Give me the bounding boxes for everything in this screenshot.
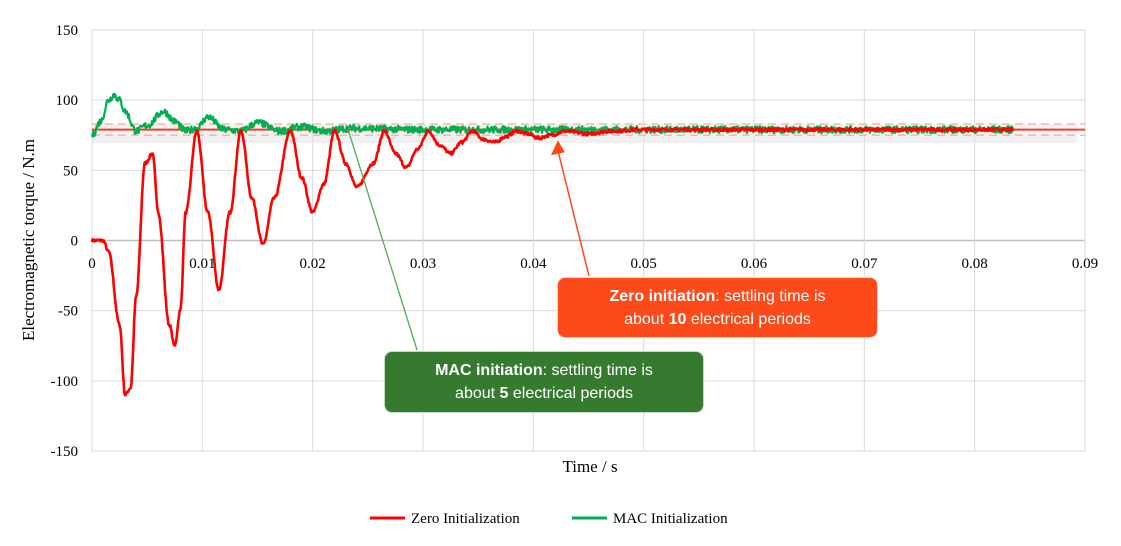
callout-zero-number: 10: [668, 311, 687, 328]
x-tick-label: 0.06: [741, 256, 768, 272]
x-tick-label: 0.05: [631, 256, 657, 272]
y-tick-label: -50: [58, 304, 78, 320]
legend: Zero Initialization MAC Initialization: [370, 511, 728, 527]
x-tick-label: 0.04: [520, 256, 547, 272]
x-tick-label: 0.03: [410, 256, 436, 272]
tick-labels: 150 100 50 0 -50 -100 -150 0 0.01 0.02 0.03 0.04 0.0…: [51, 23, 1099, 460]
y-tick-label: 0: [71, 234, 79, 250]
legend-label-zero: Zero Initialization: [411, 511, 520, 527]
callout-zero-text: : settling time is: [715, 288, 826, 305]
zero-callout-pointer: [557, 150, 590, 277]
y-tick-label: -100: [51, 374, 79, 390]
callout-zero-bold: Zero initiation: [609, 288, 716, 305]
callout-pointers: [347, 130, 590, 351]
y-axis-title: Electromagnetic torque / N.m: [19, 139, 38, 341]
x-tick-label: 0.01: [189, 256, 215, 272]
callout-mac-bold: MAC initiation: [435, 362, 543, 379]
y-tick-label: 50: [63, 163, 78, 179]
x-axis-title: Time / s: [562, 457, 617, 476]
legend-label-mac: MAC Initialization: [613, 511, 728, 527]
y-tick-label: -150: [51, 444, 79, 460]
callout-mac-pre: about: [455, 385, 500, 402]
callout-mac-post: electrical periods: [508, 385, 633, 402]
y-tick-label: 100: [56, 93, 79, 109]
mac-callout-pointer: [347, 130, 418, 351]
callout-zero-pre: about: [624, 311, 669, 328]
callout-zero-post: electrical periods: [686, 311, 811, 328]
x-tick-label: 0.07: [851, 256, 878, 272]
series-line-zero-initialization: [90, 126, 1014, 397]
zero-initiation-callout: Zero initiation: settling time is about …: [557, 277, 878, 338]
x-tick-label: 0.02: [300, 256, 326, 272]
callout-mac-number: 5: [499, 385, 509, 402]
grid: [91, 29, 1086, 452]
x-tick-label: 0: [88, 256, 96, 272]
mac-initiation-callout: MAC initiation: settling time is about 5…: [384, 351, 704, 413]
zero-callout-arrowhead: [550, 140, 565, 156]
series-lines: [90, 92, 1015, 397]
x-tick-label: 0.08: [962, 256, 988, 272]
x-tick-label: 0.09: [1072, 256, 1098, 272]
y-tick-label: 150: [56, 23, 79, 39]
callout-mac-text: : settling time is: [542, 362, 653, 379]
